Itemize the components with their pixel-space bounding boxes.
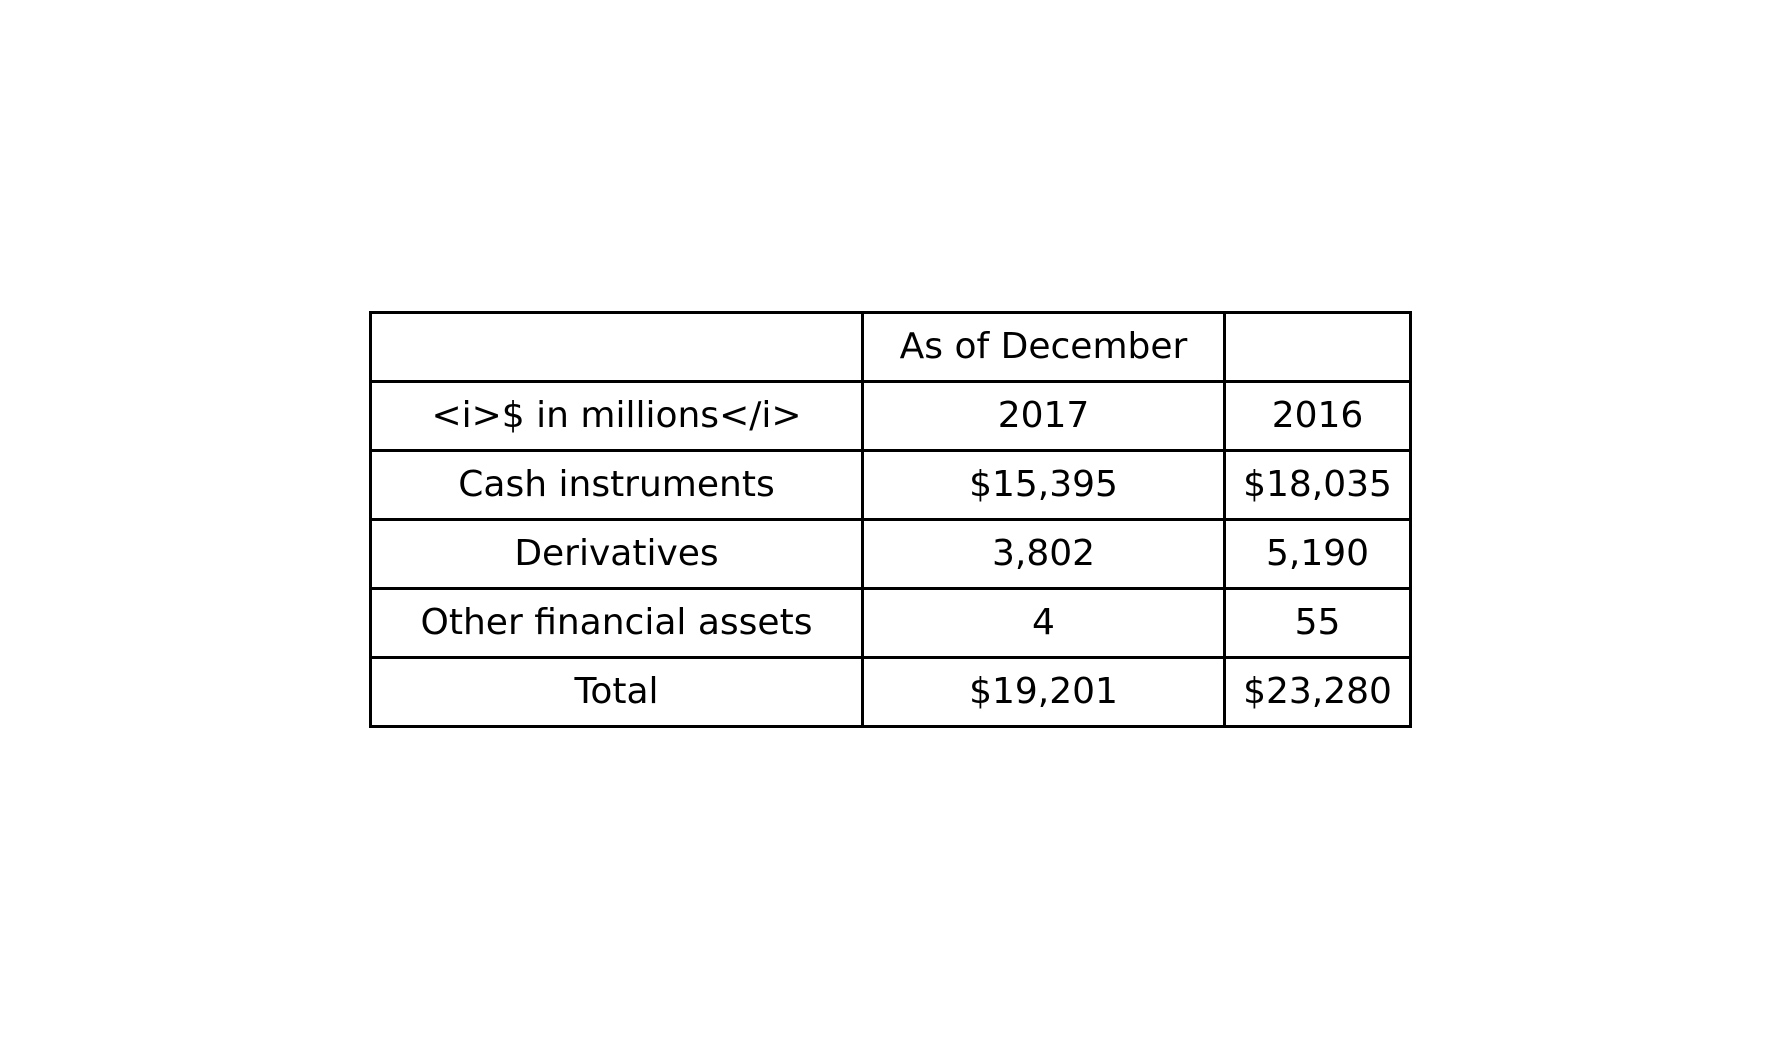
table-row: Cash instruments $15,395 $18,035 <box>369 449 1412 521</box>
total-2017: $19,201 <box>861 656 1226 728</box>
value-2016: 55 <box>1223 587 1412 659</box>
period-header-cell: As of December <box>861 311 1226 383</box>
row-label-total: Total <box>369 656 864 728</box>
year-2017-header: 2017 <box>861 380 1226 452</box>
total-2016: $23,280 <box>1223 656 1412 728</box>
row-label-cash-instruments: Cash instruments <box>369 449 864 521</box>
empty-header-cell <box>1223 311 1412 383</box>
value-2017: 3,802 <box>861 518 1226 590</box>
value-2016: $18,035 <box>1223 449 1412 521</box>
table-row: Other financial assets 4 55 <box>369 587 1412 659</box>
table-row: Derivatives 3,802 5,190 <box>369 518 1412 590</box>
value-2016: 5,190 <box>1223 518 1412 590</box>
year-2016-header: 2016 <box>1223 380 1412 452</box>
table-row-total: Total $19,201 $23,280 <box>369 656 1412 728</box>
header-row-period: As of December <box>369 311 1412 383</box>
row-label-other-financial-assets: Other financial assets <box>369 587 864 659</box>
row-label-derivatives: Derivatives <box>369 518 864 590</box>
empty-header-cell <box>369 311 864 383</box>
value-2017: 4 <box>861 587 1226 659</box>
financial-assets-table: As of December <i>$ in millions</i> 2017… <box>369 311 1412 728</box>
header-row-years: <i>$ in millions</i> 2017 2016 <box>369 380 1412 452</box>
unit-label-cell: <i>$ in millions</i> <box>369 380 864 452</box>
value-2017: $15,395 <box>861 449 1226 521</box>
